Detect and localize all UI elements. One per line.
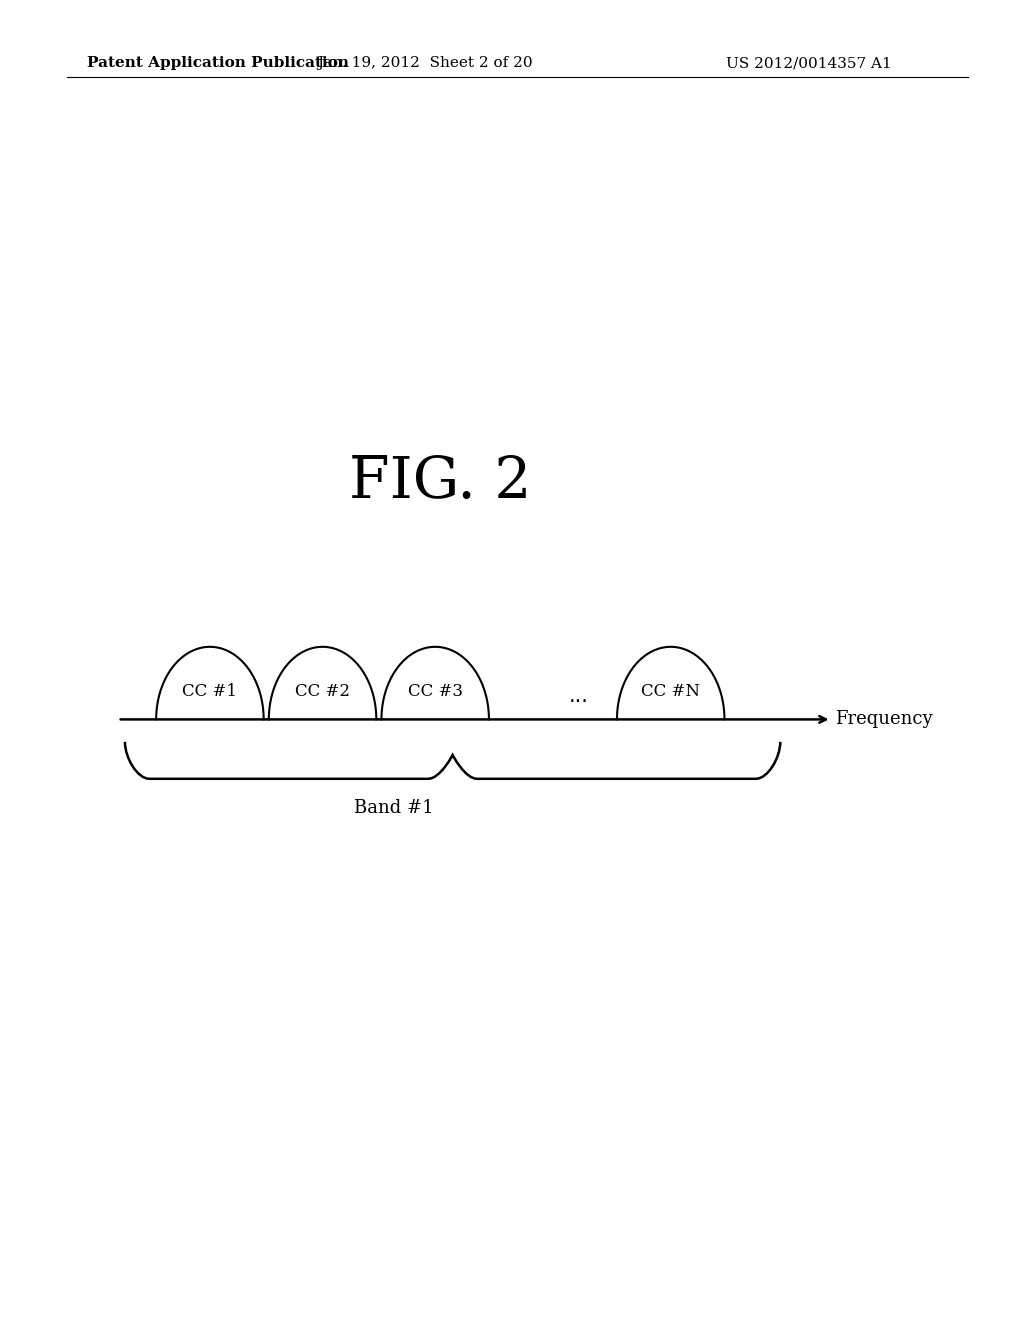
Text: FIG. 2: FIG. 2 xyxy=(349,454,531,510)
Text: Frequency: Frequency xyxy=(835,710,932,729)
Text: Patent Application Publication: Patent Application Publication xyxy=(87,57,349,70)
Text: CC #N: CC #N xyxy=(641,684,700,701)
Text: ...: ... xyxy=(568,686,589,706)
Text: US 2012/0014357 A1: US 2012/0014357 A1 xyxy=(726,57,892,70)
Text: CC #1: CC #1 xyxy=(182,684,238,701)
Text: CC #2: CC #2 xyxy=(295,684,350,701)
Text: Band #1: Band #1 xyxy=(354,799,434,817)
Text: Jan. 19, 2012  Sheet 2 of 20: Jan. 19, 2012 Sheet 2 of 20 xyxy=(317,57,532,70)
Text: CC #3: CC #3 xyxy=(408,684,463,701)
